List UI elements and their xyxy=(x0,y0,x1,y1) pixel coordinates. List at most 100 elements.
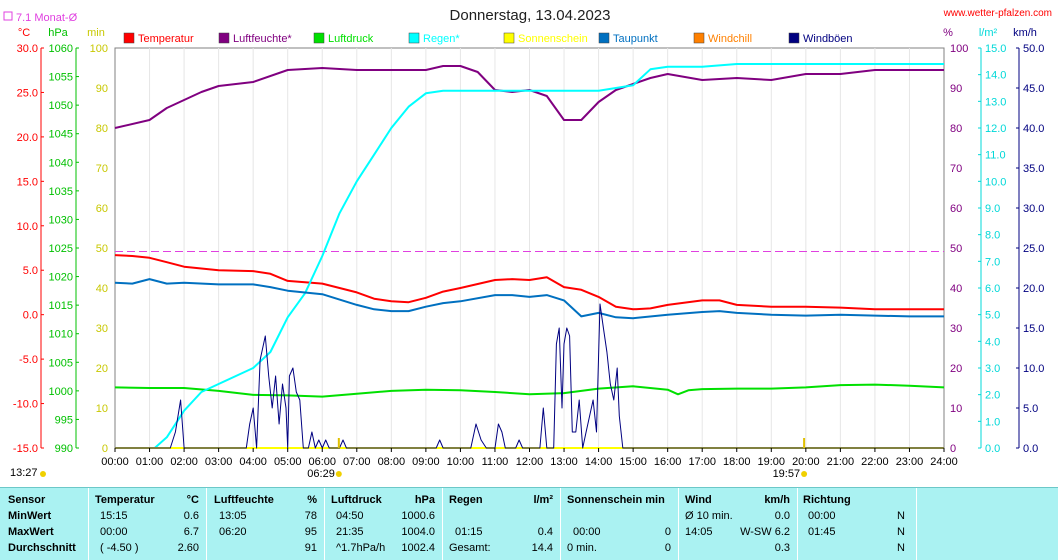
sunshine-tick-label: 10 xyxy=(96,403,108,415)
pressure-unit-label: hPa xyxy=(48,27,68,39)
header-pressure: Luftdruck xyxy=(331,494,382,506)
pressure-time: ^1.7hPa/h xyxy=(336,542,386,554)
column-divider xyxy=(88,488,89,560)
x-tick-label: 15:00 xyxy=(619,456,647,468)
legend-label: Regen* xyxy=(423,33,460,45)
temperature-value: 2.60 xyxy=(177,542,199,554)
x-tick-label: 12:00 xyxy=(516,456,544,468)
rain-tick-label: 9.0 xyxy=(985,203,1000,215)
x-tick-label: 11:00 xyxy=(482,456,509,468)
wind-time: 14:05 xyxy=(685,526,713,538)
sunshine-time: 00:00 xyxy=(573,526,601,538)
rain-tick-label: 4.0 xyxy=(985,336,1000,348)
humidity-value: 91 xyxy=(304,542,317,554)
rain-tick-label: 3.0 xyxy=(985,363,1000,375)
x-tick-label: 22:00 xyxy=(861,456,889,468)
x-tick-label: 18:00 xyxy=(723,456,751,468)
header-wind-unit: km/h xyxy=(764,494,790,506)
wind-tick-label: 15.0 xyxy=(1023,323,1044,335)
wind-tick-label: 5.0 xyxy=(1023,403,1038,415)
monthly-avg-marker xyxy=(3,11,13,21)
humidity-time: 06:20 xyxy=(219,526,247,538)
wind-value: W-SW 6.2 xyxy=(740,526,790,538)
humidity-tick-label: 40 xyxy=(950,283,962,295)
pressure-tick-label: 1000 xyxy=(49,386,73,398)
sunshine-value: 0 xyxy=(664,542,671,554)
site-url: www.wetter-pfalzen.com xyxy=(943,8,1052,19)
header-humidity: Luftfeuchte xyxy=(214,494,274,506)
wind-tick-label: 30.0 xyxy=(1023,203,1044,215)
wind-tick-label: 0.0 xyxy=(1023,443,1038,455)
x-tick-label: 00:00 xyxy=(101,456,129,468)
direction-value: N xyxy=(897,542,905,554)
wind-tick-label: 10.0 xyxy=(1023,363,1044,375)
x-tick-label: 07:00 xyxy=(343,456,371,468)
x-tick-label: 06:00 xyxy=(308,456,336,468)
pressure-tick-label: 1040 xyxy=(49,157,73,169)
legend-swatch xyxy=(503,32,515,44)
sunrise-label: 06:29 xyxy=(307,468,335,480)
temperature-value: 0.6 xyxy=(183,510,199,522)
sunset-sun-icon xyxy=(801,471,808,477)
legend-swatch xyxy=(313,32,325,44)
wind-tick-label: 20.0 xyxy=(1023,283,1044,295)
wind-tick-label: 40.0 xyxy=(1023,123,1044,135)
pressure-value: 1002.4 xyxy=(401,542,435,554)
sun-icon xyxy=(40,471,46,477)
wind-tick-label: 50.0 xyxy=(1023,43,1044,55)
rain-tick-label: 10.0 xyxy=(985,176,1006,188)
rain-tick-label: 12.0 xyxy=(985,123,1006,135)
rain-value: 14.4 xyxy=(531,542,553,554)
column-divider xyxy=(560,488,561,560)
rain-tick-label: 13.0 xyxy=(985,96,1006,108)
left-time-label: 13:27 xyxy=(10,467,38,479)
legend-label: Sonnenschein xyxy=(518,33,588,45)
sunshine-tick-label: 50 xyxy=(96,243,108,255)
legend-swatch xyxy=(598,32,610,44)
direction-value: N xyxy=(897,526,905,538)
header-humidity-unit: % xyxy=(307,494,317,506)
series-line-taupunkt xyxy=(114,278,944,320)
rain-time: 01:15 xyxy=(455,526,483,538)
humidity-value: 95 xyxy=(304,526,317,538)
row-label: Durchschnitt xyxy=(8,542,76,554)
x-tick-label: 01:00 xyxy=(136,456,164,468)
pressure-value: 1000.6 xyxy=(401,510,435,522)
humidity-time: 13:05 xyxy=(219,510,247,522)
pressure-tick-label: 1005 xyxy=(49,357,73,369)
humidity-unit-label: % xyxy=(943,27,953,39)
sunshine-tick-label: 100 xyxy=(90,43,108,55)
humidity-tick-label: 50 xyxy=(950,243,962,255)
x-tick-label: 14:00 xyxy=(585,456,613,468)
header-temperature-unit: °C xyxy=(186,494,199,506)
humidity-tick-label: 20 xyxy=(950,363,962,375)
series-line-regen xyxy=(115,63,944,449)
pressure-time: 21:35 xyxy=(336,526,364,538)
temperature-time: ( -4.50 ) xyxy=(100,542,139,554)
temperature-tick-label: -15.0 xyxy=(13,443,38,455)
x-tick-label: 23:00 xyxy=(896,456,924,468)
pressure-tick-label: 1055 xyxy=(49,72,73,84)
series-line-temperatur xyxy=(114,254,944,311)
temperature-tick-label: 25.0 xyxy=(17,87,38,99)
humidity-tick-label: 100 xyxy=(950,43,968,55)
header-sunshine: Sonnenschein min xyxy=(567,494,665,506)
series-line-luftdruck xyxy=(114,383,945,398)
row-label: MinWert xyxy=(8,510,52,522)
legend-label: Luftdruck xyxy=(328,33,374,45)
legend-swatch xyxy=(218,32,230,44)
temperature-time: 00:00 xyxy=(100,526,128,538)
legend-swatch xyxy=(408,32,420,44)
x-tick-label: 04:00 xyxy=(239,456,267,468)
humidity-tick-label: 30 xyxy=(950,323,962,335)
temperature-unit-label: °C xyxy=(18,27,30,39)
sunshine-tick-label: 60 xyxy=(96,203,108,215)
statistics-table: Sensor Temperatur °C Luftfeuchte% Luftdruck h… xyxy=(0,487,1058,560)
rain-unit-label: l/m² xyxy=(979,27,998,39)
legend-swatch xyxy=(788,32,800,44)
legend-label: Taupunkt xyxy=(613,33,658,45)
rain-tick-label: 1.0 xyxy=(985,416,1000,428)
humidity-tick-label: 60 xyxy=(950,203,962,215)
sunshine-tick-label: 20 xyxy=(96,363,108,375)
x-tick-label: 16:00 xyxy=(654,456,682,468)
